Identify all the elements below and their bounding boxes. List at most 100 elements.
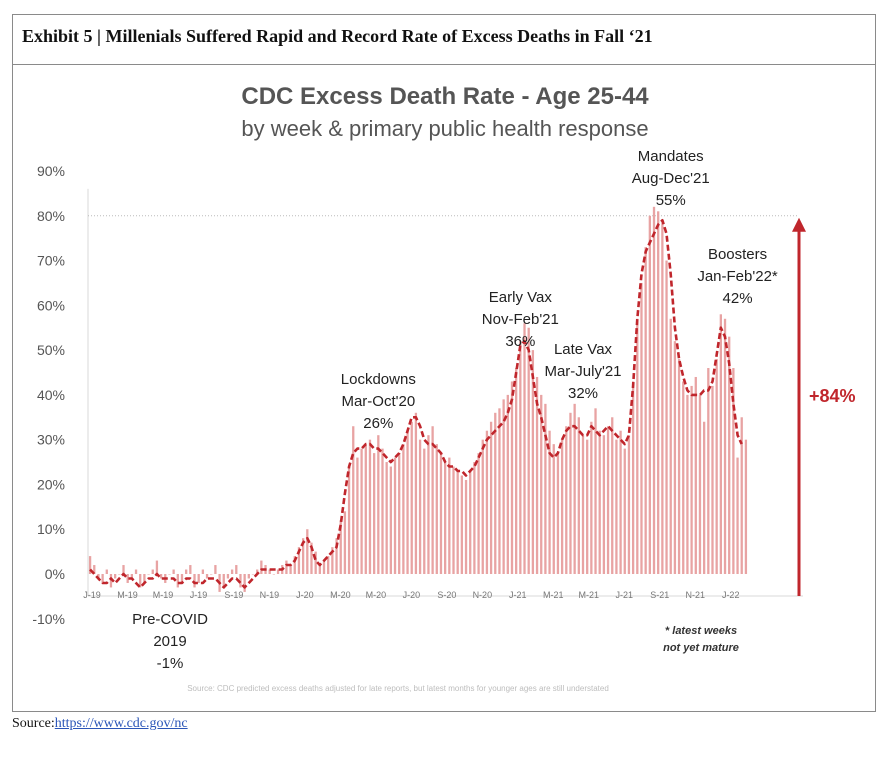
x-tick-label: M-19 xyxy=(153,590,174,600)
arrow-head xyxy=(792,217,806,232)
bar xyxy=(130,574,134,579)
bar xyxy=(569,412,572,574)
footnote-line: * latest weeks xyxy=(665,625,737,637)
bar xyxy=(644,247,647,574)
x-tick-label: N-19 xyxy=(260,590,280,600)
y-axis: 90% 80% 70% 60% 50% 40% 30% 20% 10% 0% -10% xyxy=(32,163,89,627)
bar xyxy=(260,560,263,574)
bar xyxy=(631,381,635,574)
bar xyxy=(180,574,184,583)
bar xyxy=(318,565,321,574)
annotation-line: Early Vax xyxy=(489,289,553,306)
bar xyxy=(456,471,459,574)
bar xyxy=(498,408,501,574)
footnote: * latest weeks not yet mature xyxy=(663,625,739,654)
bar xyxy=(147,574,150,575)
bar xyxy=(728,336,731,574)
bar xyxy=(97,574,100,579)
bar xyxy=(648,215,651,574)
bar xyxy=(707,368,710,574)
bar xyxy=(134,569,138,574)
bar xyxy=(159,574,163,579)
annotation-line: Aug-Dec'21 xyxy=(632,170,710,187)
bar xyxy=(481,439,484,574)
x-tick-label: J-20 xyxy=(403,590,421,600)
annotation-line: 2019 xyxy=(153,633,186,650)
annotation-line: 26% xyxy=(363,415,393,432)
bar xyxy=(314,551,317,574)
bar xyxy=(126,574,129,583)
x-tick-label: S-21 xyxy=(650,590,669,600)
bar xyxy=(143,574,146,583)
annotations: Pre-COVID 2019 -1% Lockdowns Mar-Oct'20 26% Ea… xyxy=(132,148,778,672)
bar xyxy=(372,453,376,574)
annotation-line: Jan-Feb'22* xyxy=(697,268,778,285)
source-line: Source:https://www.cdc.gov/nc xyxy=(12,716,188,732)
bar xyxy=(402,444,405,574)
bar xyxy=(740,417,743,574)
bar xyxy=(226,574,230,579)
y-tick-label: 0% xyxy=(45,566,65,582)
bar xyxy=(577,417,580,574)
bar xyxy=(590,421,593,574)
x-tick-label: N-20 xyxy=(473,590,493,600)
bar xyxy=(602,435,606,574)
bar xyxy=(256,569,259,574)
bar xyxy=(598,430,601,574)
bar xyxy=(289,565,292,574)
annotation-line: -1% xyxy=(157,655,184,672)
annotation: Early Vax Nov-Feb'21 36% xyxy=(482,289,559,350)
bar xyxy=(268,569,271,574)
bar xyxy=(473,462,476,574)
bar xyxy=(410,421,413,574)
bar xyxy=(118,574,121,575)
bar xyxy=(193,574,196,588)
bar xyxy=(652,206,656,575)
y-tick-label: 80% xyxy=(37,208,65,224)
bar xyxy=(515,368,518,574)
x-tick-label: M-20 xyxy=(330,590,351,600)
bar xyxy=(306,529,309,574)
bar xyxy=(155,560,159,574)
y-tick-label: 30% xyxy=(37,432,65,448)
bar xyxy=(435,444,438,574)
bar xyxy=(285,560,288,574)
exhibit-title: Exhibit 5 | Millenials Suffered Rapid an… xyxy=(22,26,653,46)
bar xyxy=(711,385,714,574)
bar xyxy=(494,412,497,574)
annotation: Pre-COVID 2019 -1% xyxy=(132,611,208,672)
bar xyxy=(519,341,522,574)
bar xyxy=(418,439,422,574)
bar xyxy=(448,457,451,574)
annotation-line: Mar-Oct'20 xyxy=(341,393,415,410)
bar xyxy=(531,350,535,574)
bar xyxy=(510,381,514,574)
annotation: Late Vax Mar-July'21 32% xyxy=(544,341,621,402)
bar xyxy=(381,448,384,574)
bar xyxy=(176,574,179,588)
annotation-line: Nov-Feb'21 xyxy=(482,311,559,328)
annotation-line: 32% xyxy=(568,385,598,402)
change-arrow: +84% xyxy=(792,217,856,596)
bar xyxy=(698,394,702,574)
bar xyxy=(560,439,564,574)
bar xyxy=(565,426,568,574)
bar xyxy=(88,556,92,574)
bar xyxy=(139,574,142,588)
bar xyxy=(343,511,347,574)
bar xyxy=(469,471,472,574)
annotation: Lockdowns Mar-Oct'20 26% xyxy=(341,371,416,432)
bar xyxy=(322,560,326,574)
bar xyxy=(535,376,539,574)
bar xyxy=(606,426,610,574)
source-link[interactable]: https://www.cdc.gov/nc xyxy=(54,716,188,731)
y-tick-label: 50% xyxy=(37,342,65,358)
annotation-line: 42% xyxy=(723,290,753,307)
bar xyxy=(732,368,735,574)
bar xyxy=(581,435,585,574)
bar xyxy=(623,448,626,574)
bar xyxy=(485,430,489,574)
bar xyxy=(657,211,660,575)
bar xyxy=(197,574,200,583)
bar xyxy=(385,462,388,574)
